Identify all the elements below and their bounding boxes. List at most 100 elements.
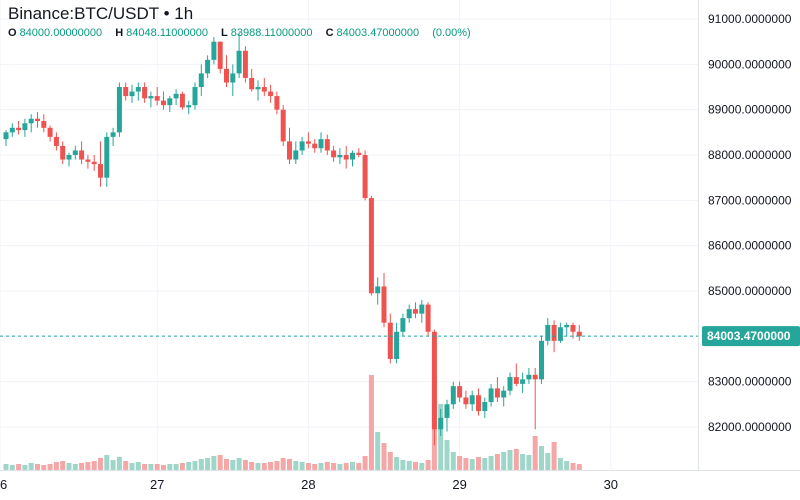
volume-bar bbox=[387, 452, 393, 470]
candle-body bbox=[513, 377, 519, 384]
volume-bar bbox=[476, 457, 481, 470]
time-tick-label: 29 bbox=[452, 477, 466, 492]
ohlc-readout: O 84000.00000000 H 84048.11000000 L 83988.1… bbox=[8, 26, 471, 40]
volume-bar bbox=[293, 461, 299, 470]
volume-bar bbox=[457, 456, 463, 470]
volume-bar bbox=[406, 461, 412, 470]
candle-body bbox=[91, 161, 97, 165]
ohlc-high-value: 84048.11000000 bbox=[126, 27, 208, 39]
volume-bar bbox=[179, 463, 185, 470]
candle-body bbox=[324, 139, 330, 151]
time-tick-label: 28 bbox=[301, 477, 315, 492]
candle-body bbox=[337, 155, 343, 158]
volume-bar bbox=[350, 462, 355, 470]
volume-bar bbox=[362, 456, 368, 470]
candle-body bbox=[116, 87, 122, 133]
volume-bar bbox=[287, 459, 292, 470]
volume-bars bbox=[3, 375, 582, 470]
candle-body bbox=[28, 118, 34, 124]
volume-bar bbox=[488, 456, 494, 470]
volume-bar bbox=[249, 462, 255, 470]
volume-bar bbox=[104, 455, 110, 470]
volume-bar bbox=[394, 457, 400, 470]
volume-bar bbox=[356, 463, 362, 470]
candle-body bbox=[3, 132, 9, 140]
candle-body bbox=[236, 50, 242, 74]
candle-body bbox=[299, 141, 305, 151]
volume-bar bbox=[28, 463, 34, 470]
volume-bar bbox=[280, 458, 286, 470]
ohlc-close-key: C bbox=[325, 27, 334, 39]
candle-body bbox=[539, 340, 544, 380]
volume-bar bbox=[242, 460, 248, 470]
volume-bar bbox=[154, 464, 160, 470]
candle-body bbox=[9, 127, 15, 133]
candle-body bbox=[167, 98, 173, 106]
time-axis[interactable]: 6 27 28 29 30 bbox=[0, 477, 618, 492]
candle-body bbox=[444, 404, 450, 418]
volume-bar bbox=[324, 462, 330, 470]
volume-bar bbox=[438, 404, 444, 470]
candle-body bbox=[16, 127, 22, 131]
candle-body bbox=[205, 59, 211, 74]
candle-body bbox=[135, 87, 141, 92]
candle-body bbox=[110, 132, 116, 137]
volume-bar bbox=[91, 461, 97, 470]
volume-bar bbox=[268, 462, 274, 470]
volume-bar bbox=[123, 461, 129, 470]
candle-body bbox=[173, 93, 179, 99]
candle-body bbox=[142, 87, 148, 99]
candle-body bbox=[576, 331, 582, 337]
candle-body bbox=[47, 127, 53, 137]
candle-body bbox=[305, 141, 311, 144]
price-tick-label: 89000.0000000 bbox=[708, 103, 792, 117]
candle-body bbox=[98, 164, 103, 178]
candle-body bbox=[387, 322, 393, 359]
candle-body bbox=[66, 155, 72, 160]
candle-body bbox=[507, 377, 513, 391]
candle-body bbox=[476, 395, 481, 412]
volume-bar bbox=[520, 454, 526, 470]
volume-bar bbox=[570, 463, 576, 470]
ohlc-close-value: 84003.47000000 bbox=[336, 27, 420, 39]
volume-bar bbox=[53, 462, 59, 470]
volume-bar bbox=[66, 463, 72, 470]
volume-bar bbox=[60, 461, 66, 470]
candle-body bbox=[217, 41, 223, 69]
volume-bar bbox=[331, 463, 337, 470]
candle-body bbox=[198, 73, 204, 88]
volume-bar bbox=[274, 461, 280, 470]
price-tick-label: 86000.0000000 bbox=[708, 239, 792, 253]
candle-body bbox=[154, 96, 160, 101]
volume-bar bbox=[41, 465, 47, 470]
ohlc-low-value: 83988.11000000 bbox=[230, 27, 313, 39]
volume-bar bbox=[261, 463, 267, 470]
volume-bar bbox=[545, 453, 551, 470]
volume-bar bbox=[450, 452, 456, 470]
volume-bar bbox=[79, 463, 85, 470]
volume-bar bbox=[526, 455, 532, 470]
volume-bar bbox=[469, 459, 475, 470]
ohlc-high-key: H bbox=[115, 27, 124, 39]
candle-body bbox=[368, 198, 374, 294]
candle-body bbox=[186, 105, 192, 108]
candle-body bbox=[268, 91, 274, 97]
candle-body bbox=[53, 136, 59, 146]
candle-body bbox=[287, 141, 292, 160]
volume-bar bbox=[224, 459, 229, 470]
candle-body bbox=[242, 50, 248, 78]
symbol-title[interactable]: Binance:BTC/USDT • 1h bbox=[8, 4, 194, 23]
volume-bar bbox=[557, 458, 563, 470]
candles bbox=[3, 32, 582, 446]
price-tick-label: 90000.0000000 bbox=[708, 57, 792, 71]
volume-bar bbox=[9, 465, 15, 470]
volume-bar bbox=[532, 436, 538, 470]
volume-bar bbox=[482, 458, 488, 470]
volume-bar bbox=[305, 463, 311, 470]
ohlc-open-value: 84000.00000000 bbox=[19, 27, 103, 39]
volume-bar bbox=[318, 463, 324, 470]
volume-bar bbox=[230, 460, 236, 470]
candle-body bbox=[41, 121, 47, 128]
